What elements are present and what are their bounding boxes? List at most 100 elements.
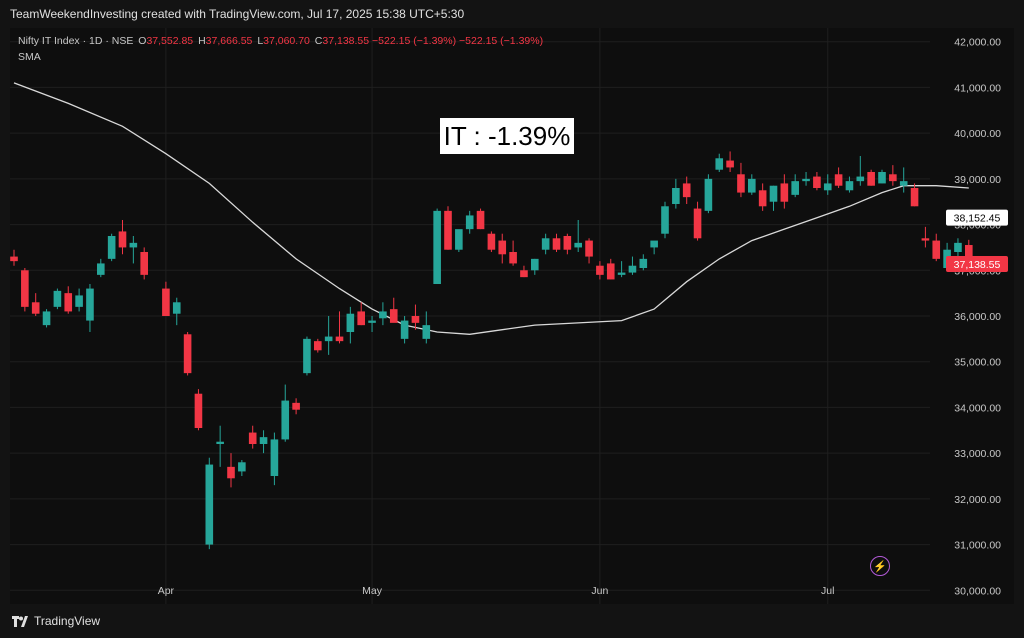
y-tick-label: 30,000.00	[954, 585, 1001, 597]
low-label: L	[257, 35, 264, 47]
candle-body	[292, 402, 300, 410]
candle-body	[216, 441, 224, 444]
candle-body	[379, 311, 387, 319]
candle-body	[42, 311, 51, 326]
candle-body	[791, 181, 799, 195]
candle-body	[303, 338, 311, 374]
candle-body	[227, 466, 235, 479]
candle-body	[281, 400, 290, 440]
candle	[389, 297, 398, 323]
candle	[444, 206, 452, 250]
candle	[259, 430, 268, 454]
candle	[932, 233, 941, 262]
last-price-tag	[946, 255, 1008, 272]
candle-body	[444, 210, 452, 250]
candle	[270, 432, 279, 486]
change-value-2: −522.15 (−1.39%)	[459, 35, 544, 47]
candle-body	[520, 270, 528, 278]
candle	[346, 306, 355, 344]
candle	[867, 169, 875, 186]
candle	[921, 226, 930, 248]
candle-body	[335, 336, 344, 342]
candle	[910, 183, 919, 207]
candle-body	[183, 334, 192, 374]
candle-body	[368, 320, 376, 323]
candle	[617, 261, 626, 278]
candle	[422, 311, 431, 344]
lightning-bolt-icon[interactable]: ⚡	[870, 556, 890, 576]
candle	[520, 265, 528, 278]
candle	[802, 172, 810, 186]
candle	[183, 332, 192, 376]
candle-body	[682, 183, 691, 198]
chart-pane[interactable]: 30,000.00 31,000.00 32,000.00 33,000.00 34,0…	[10, 28, 1014, 604]
candle	[509, 240, 517, 266]
candle	[194, 389, 203, 431]
x-tick-label: Jul	[821, 585, 834, 597]
y-tick-label: 35,000.00	[954, 357, 1001, 369]
candle-body	[574, 242, 582, 248]
candle-body	[672, 188, 680, 204]
candle-body	[129, 242, 138, 248]
candle	[531, 258, 539, 275]
chart-footer: TradingView	[0, 604, 1024, 638]
candle-body	[270, 439, 279, 476]
y-tick-label: 31,000.00	[954, 540, 1001, 552]
candle	[465, 210, 474, 234]
symbol-label[interactable]: Nifty IT Index · 1D · NSE	[18, 35, 134, 47]
candle-body	[552, 238, 561, 250]
candle	[75, 288, 83, 312]
candle	[476, 208, 485, 230]
candle-body	[823, 183, 832, 191]
candle-body	[889, 174, 897, 182]
candle-body	[411, 316, 420, 323]
candle	[791, 174, 799, 198]
attribution-text: TeamWeekendInvesting created with Tradin…	[10, 7, 465, 21]
candle	[878, 169, 886, 184]
candle-body	[259, 437, 268, 444]
candle-body	[455, 229, 463, 250]
candle	[889, 165, 897, 186]
candle	[227, 453, 235, 488]
x-tick-label: May	[362, 585, 383, 597]
candle	[585, 238, 593, 264]
candle-body	[596, 265, 604, 275]
candle	[823, 174, 832, 195]
candle	[606, 258, 615, 280]
candle	[10, 249, 18, 266]
candle-body	[899, 181, 908, 186]
candle	[21, 268, 29, 312]
tradingview-logo[interactable]: TradingView	[12, 614, 100, 628]
candle-body	[465, 215, 474, 230]
candle	[628, 256, 637, 275]
open-value: 37,552.85	[146, 35, 194, 47]
candle-body	[704, 178, 713, 211]
candle-body	[639, 258, 648, 268]
candle-body	[802, 178, 810, 182]
candle	[31, 293, 40, 316]
y-tick-label: 36,000.00	[954, 311, 1001, 323]
candle	[693, 201, 702, 241]
candle-body	[845, 181, 854, 191]
candle	[216, 425, 224, 467]
candle-body	[921, 238, 930, 241]
candle-body	[118, 231, 127, 248]
candle	[487, 231, 496, 252]
close-label: C	[314, 35, 323, 47]
open-label: O	[138, 35, 147, 47]
candle	[856, 156, 865, 186]
candle-body	[389, 309, 398, 323]
candlestick-chart[interactable]: 30,000.00 31,000.00 32,000.00 33,000.00 34,0…	[10, 28, 1014, 604]
y-tick-label: 40,000.00	[954, 128, 1001, 140]
candle-body	[487, 233, 496, 250]
candle	[129, 236, 138, 264]
candle-body	[162, 288, 170, 316]
y-tick-label: 42,000.00	[954, 37, 1001, 49]
candle-body	[606, 263, 615, 280]
chart-header: TeamWeekendInvesting created with Tradin…	[0, 0, 1024, 28]
sma-line	[13, 82, 969, 335]
candle-body	[780, 183, 789, 202]
sma-indicator-label[interactable]: SMA	[18, 51, 41, 63]
candle	[107, 233, 116, 262]
candle	[400, 316, 409, 344]
